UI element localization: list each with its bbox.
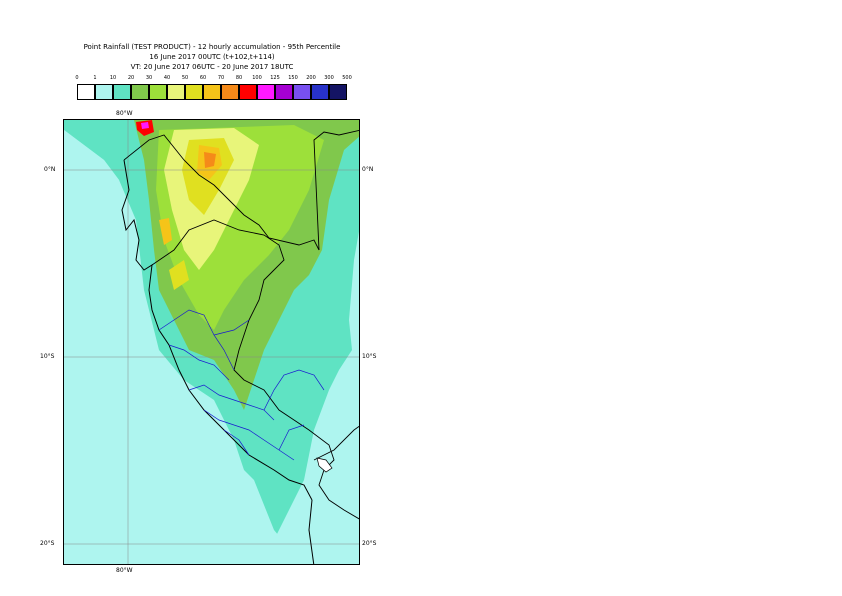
legend-tick-label: 300 bbox=[324, 75, 334, 81]
legend-swatch bbox=[257, 84, 275, 100]
legend-swatch bbox=[95, 84, 113, 100]
legend-tick-label: 40 bbox=[163, 75, 171, 81]
rain-pocket-2 bbox=[169, 260, 189, 290]
map-svg bbox=[64, 120, 359, 564]
run-time: 16 June 2017 00UTC (t+102,t+114) bbox=[149, 53, 275, 61]
legend-swatch bbox=[131, 84, 149, 100]
legend-swatch bbox=[311, 84, 329, 100]
legend-tick-label: 0 bbox=[75, 75, 79, 81]
legend-tick-label: 1 bbox=[93, 75, 97, 81]
lon-label-bottom: 80°W bbox=[116, 567, 133, 574]
legend-tick-label: 30 bbox=[145, 75, 153, 81]
lat-label-left-20: 20°S bbox=[40, 540, 55, 547]
lake-titicaca bbox=[316, 457, 333, 473]
legend-swatch bbox=[203, 84, 221, 100]
legend-swatch bbox=[293, 84, 311, 100]
legend-tick-label: 80 bbox=[235, 75, 243, 81]
legend-swatch bbox=[221, 84, 239, 100]
regional-borders bbox=[158, 309, 325, 461]
legend-tick-label: 70 bbox=[217, 75, 225, 81]
legend-tick-label: 10 bbox=[109, 75, 117, 81]
legend-tick-label: 150 bbox=[288, 75, 298, 81]
lat-label-right-0: 0°N bbox=[362, 166, 374, 173]
rain-70-80 bbox=[204, 152, 216, 168]
legend-swatch bbox=[275, 84, 293, 100]
legend-tick-label: 100 bbox=[252, 75, 262, 81]
lon-label-top: 80°W bbox=[116, 110, 133, 117]
legend-tick-label: 60 bbox=[199, 75, 207, 81]
valid-time: VT: 20 June 2017 06UTC - 20 June 2017 18… bbox=[130, 63, 294, 71]
legend-tick-label: 20 bbox=[127, 75, 135, 81]
legend-tick-label: 50 bbox=[181, 75, 189, 81]
lat-label-left-10: 10°S bbox=[40, 353, 55, 360]
legend-swatch bbox=[185, 84, 203, 100]
legend-swatch bbox=[239, 84, 257, 100]
lat-label-left-0: 0°N bbox=[44, 166, 56, 173]
lat-label-right-20: 20°S bbox=[362, 540, 377, 547]
dry-area bbox=[64, 130, 303, 564]
legend-tick-label: 500 bbox=[342, 75, 352, 81]
legend-swatch bbox=[149, 84, 167, 100]
legend-swatch bbox=[329, 84, 347, 100]
map-title: Point Rainfall (TEST PRODUCT) - 12 hourl… bbox=[83, 43, 341, 51]
rain-pocket-1 bbox=[159, 218, 172, 245]
legend-tick-label: 200 bbox=[306, 75, 316, 81]
legend-swatch bbox=[113, 84, 131, 100]
rain-100-125 bbox=[141, 122, 149, 129]
legend-swatch bbox=[167, 84, 185, 100]
legend-tick-label: 125 bbox=[270, 75, 280, 81]
coastline bbox=[121, 159, 315, 564]
lat-label-right-10: 10°S bbox=[362, 353, 377, 360]
legend-swatch bbox=[77, 84, 95, 100]
rainfall-map bbox=[63, 119, 360, 565]
